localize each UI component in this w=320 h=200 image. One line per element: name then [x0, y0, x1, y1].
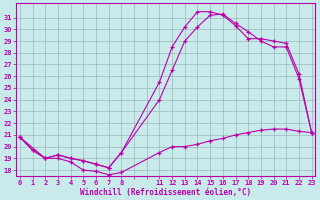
X-axis label: Windchill (Refroidissement éolien,°C): Windchill (Refroidissement éolien,°C) [80, 188, 251, 197]
